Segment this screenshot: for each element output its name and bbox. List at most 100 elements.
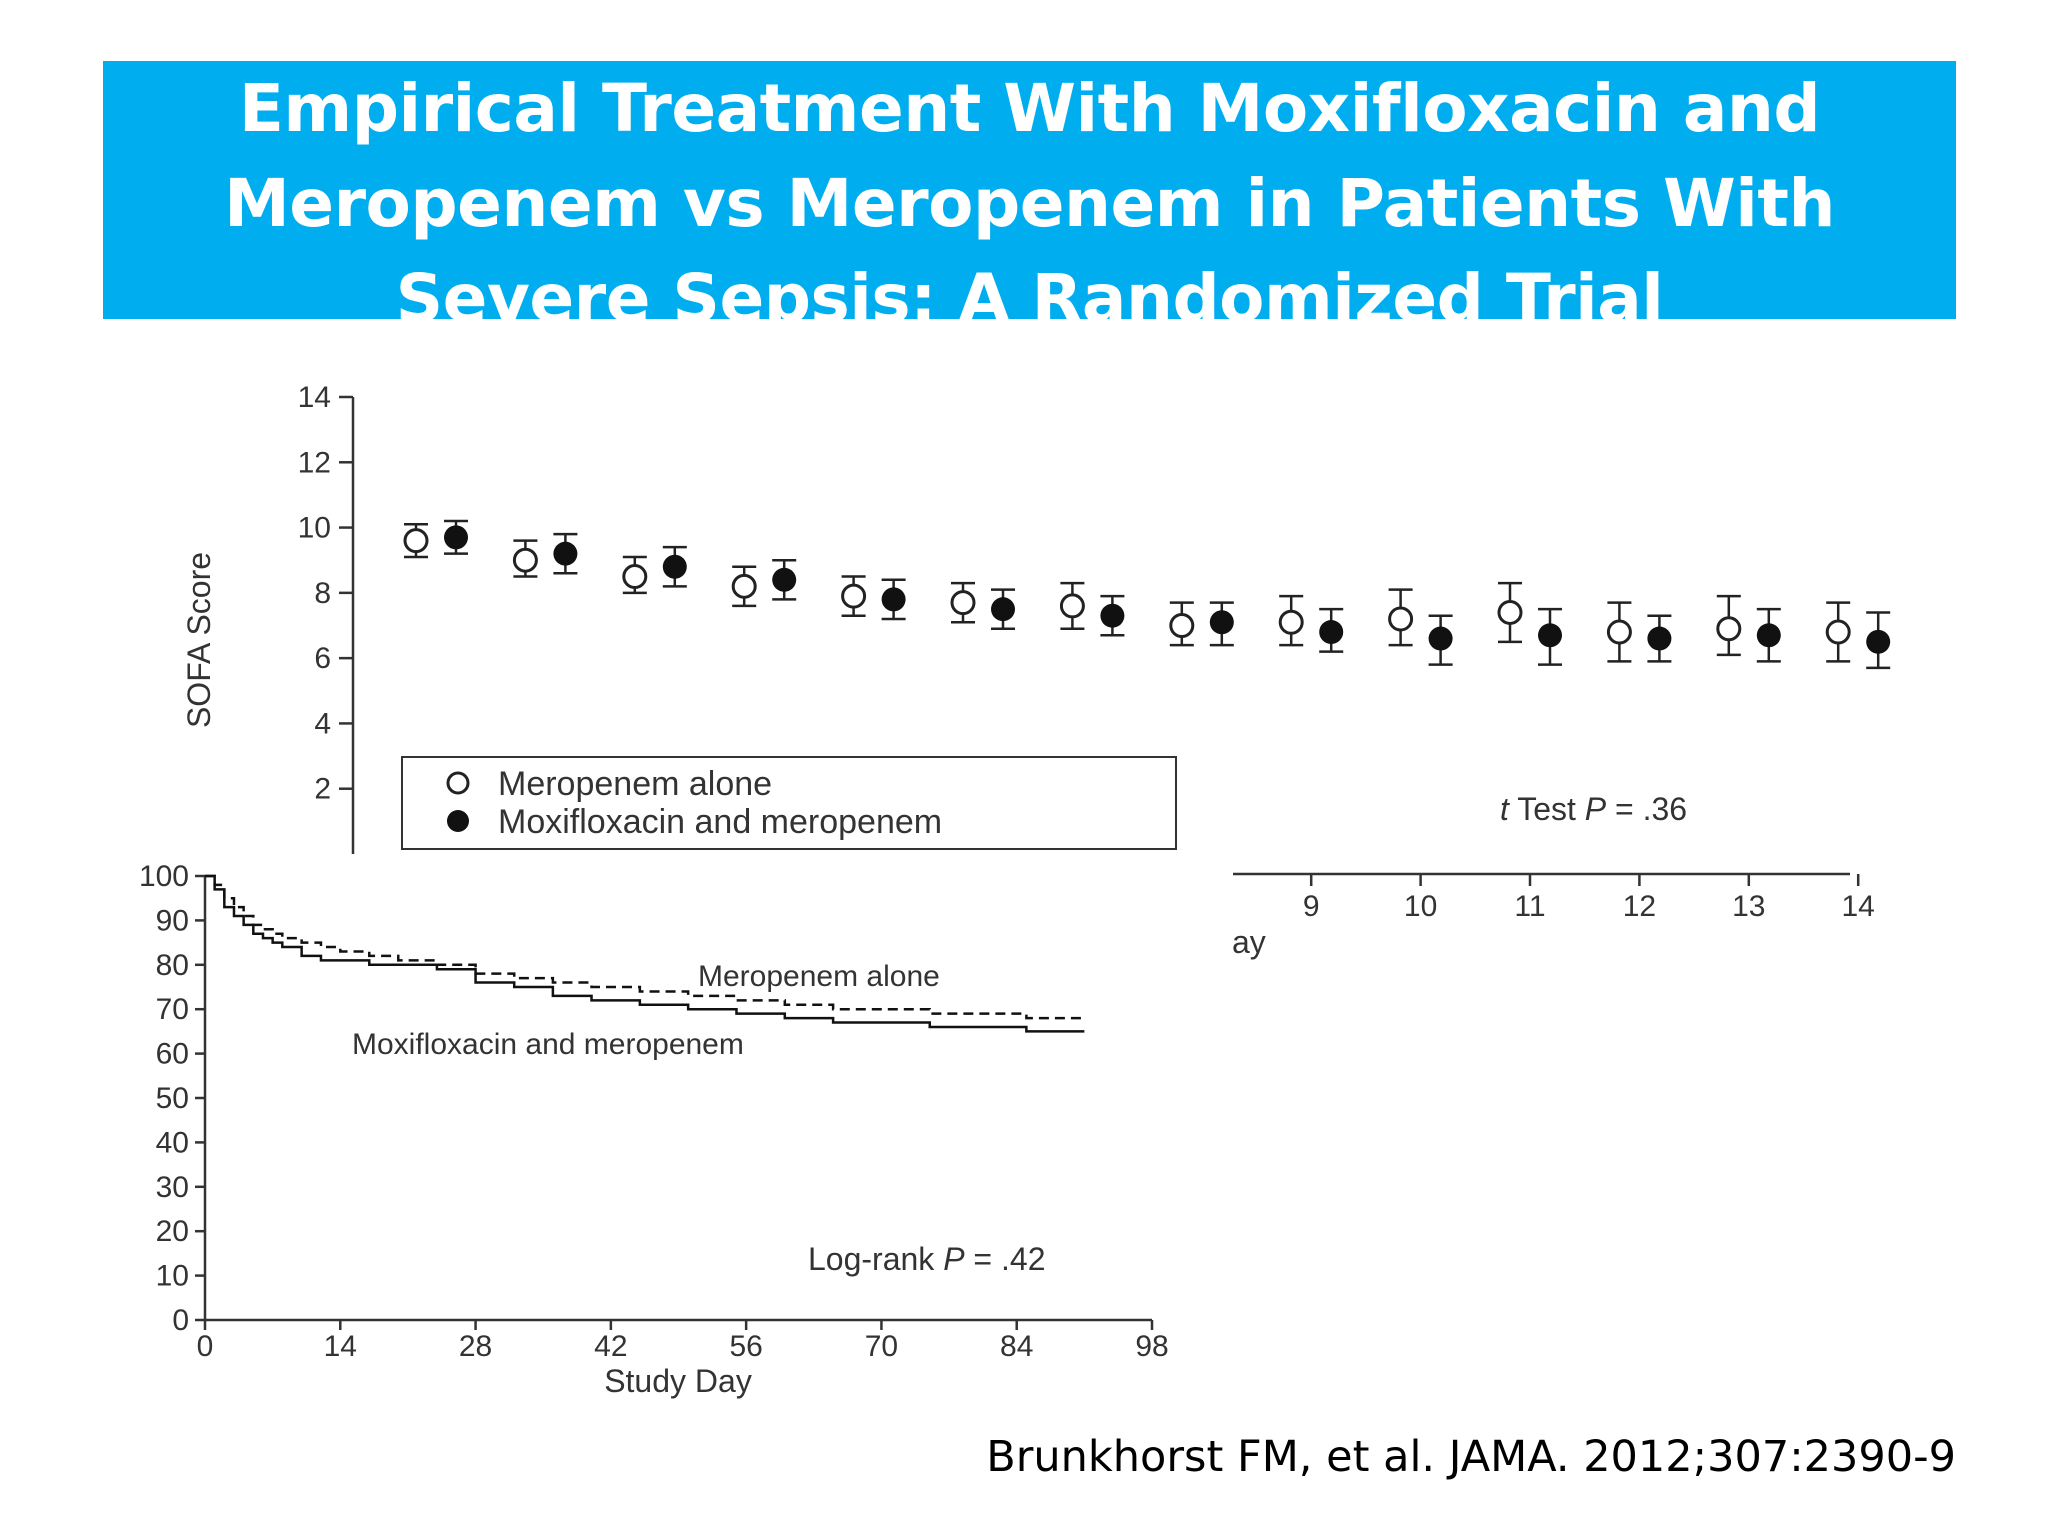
survival-lines <box>205 874 1085 1033</box>
survival-log-rank-annotation: Log-rank P = .42 <box>808 1241 1045 1277</box>
meropenem-alone-point <box>1716 594 1742 657</box>
filled-circle-marker <box>1866 629 1891 654</box>
sofa-y-tick-label: 10 <box>298 512 331 545</box>
t-test-p: P <box>1585 791 1607 827</box>
sofa-x-tick-label: 14 <box>1842 890 1875 923</box>
log-rank-p: P <box>943 1241 965 1277</box>
moxifloxacin-meropenem-point <box>1647 614 1672 663</box>
sofa-y-tick-label: 4 <box>314 707 331 740</box>
sofa-y-tick-label: 8 <box>314 577 331 610</box>
sofa-x-tick-label: 10 <box>1404 890 1437 923</box>
legend-filled-circle-icon <box>447 810 469 832</box>
survival-y-tick-label: 100 <box>139 860 189 893</box>
filled-circle-marker <box>553 541 578 566</box>
filled-circle-marker <box>881 587 906 612</box>
filled-circle-marker <box>1209 610 1234 635</box>
t-test-t: t <box>1500 791 1510 827</box>
survival-y-axis: 0 10 20 30 40 50 60 70 80 90 100 <box>139 860 207 1337</box>
filled-circle-marker <box>444 525 468 550</box>
filled-circle-marker <box>772 567 797 592</box>
survival-chart: 0 10 20 30 40 50 60 70 80 90 100 0 14 28 42 56 70 84 98 S… <box>108 860 1233 1412</box>
open-circle-marker <box>1059 593 1085 619</box>
open-circle-marker <box>1388 606 1414 632</box>
moxifloxacin-meropenem-point <box>1428 614 1453 666</box>
survival-y-tick-label: 70 <box>156 993 189 1026</box>
moxifloxacin-meropenem-survival-line <box>205 874 1085 1033</box>
meropenem-alone-point <box>622 555 648 595</box>
sofa-x-axis-label-fragment: ay <box>1232 924 1266 960</box>
survival-x-tick-label: 56 <box>729 1330 762 1363</box>
meropenem-alone-point <box>1278 594 1304 647</box>
open-circle-marker <box>1497 599 1523 625</box>
moxifloxacin-meropenem-point <box>1100 594 1125 637</box>
meropenem-alone-point <box>950 581 976 624</box>
filled-circle-marker <box>1100 603 1125 628</box>
meropenem-alone-point <box>841 575 867 617</box>
moxifloxacin-meropenem-point <box>1209 601 1234 647</box>
sofa-x-tick-label: 12 <box>1623 890 1656 923</box>
meropenem-alone-point <box>1059 581 1085 631</box>
sofa-y-axis: 2 4 6 8 10 12 14 <box>298 381 355 854</box>
survival-y-tick-label: 90 <box>156 904 189 937</box>
sofa-y-axis-label: SOFA Score <box>181 552 217 728</box>
survival-label-meropenem-alone: Meropenem alone <box>698 960 940 993</box>
survival-x-tick-label: 70 <box>865 1330 898 1363</box>
survival-x-tick-label: 28 <box>459 1330 492 1363</box>
moxifloxacin-meropenem-point <box>1756 607 1781 663</box>
moxifloxacin-meropenem-point <box>991 588 1015 631</box>
filled-circle-marker <box>1647 626 1672 651</box>
survival-x-tick-label: 84 <box>1000 1330 1033 1363</box>
open-circle-marker <box>1716 616 1742 642</box>
survival-x-axis: 0 14 28 42 56 70 84 98 <box>197 1318 1169 1363</box>
open-circle-marker <box>403 528 429 554</box>
sofa-y-tick-label: 6 <box>314 642 331 675</box>
filled-circle-marker <box>1428 626 1453 651</box>
survival-y-tick-label: 40 <box>156 1126 189 1159</box>
open-circle-marker <box>1606 619 1632 645</box>
survival-y-tick-label: 20 <box>156 1215 189 1248</box>
survival-x-axis-label: Study Day <box>604 1363 752 1399</box>
survival-y-tick-label: 60 <box>156 1038 189 1071</box>
meropenem-alone-point <box>1388 588 1414 647</box>
moxifloxacin-meropenem-point <box>553 532 578 575</box>
meropenem-alone-point <box>1825 601 1851 663</box>
sofa-x-axis: 9 10 11 12 13 14 <box>1232 872 1875 923</box>
meropenem-alone-point <box>1497 581 1523 644</box>
moxifloxacin-meropenem-point <box>444 519 468 555</box>
meropenem-alone-point <box>1169 601 1195 647</box>
sofa-score-chart: 2 4 6 8 10 12 14 9 10 11 12 13 14 SOFA Score ay Mer… <box>181 381 1891 960</box>
moxifloxacin-meropenem-point <box>772 558 797 601</box>
open-circle-marker <box>622 564 648 590</box>
meropenem-alone-point <box>731 565 757 608</box>
legend-meropenem-alone: Meropenem alone <box>498 765 772 803</box>
filled-circle-marker <box>991 597 1015 622</box>
sofa-legend-box <box>401 756 1177 850</box>
sofa-y-tick-label: 14 <box>298 381 331 414</box>
log-rank-value: = .42 <box>965 1241 1046 1277</box>
survival-y-tick-label: 10 <box>156 1260 189 1293</box>
open-circle-marker <box>1278 609 1304 635</box>
t-test-word: Test <box>1509 791 1585 827</box>
moxifloxacin-meropenem-point <box>1538 607 1562 666</box>
sofa-data-points <box>403 519 1891 670</box>
moxifloxacin-meropenem-point <box>1866 611 1891 670</box>
sofa-x-tick-label: 9 <box>1303 890 1320 923</box>
meropenem-alone-point <box>512 539 538 578</box>
t-test-value: = .36 <box>1606 791 1687 827</box>
survival-x-tick-label: 0 <box>197 1330 214 1363</box>
log-rank-word: Log-rank <box>808 1241 943 1277</box>
filled-circle-marker <box>1538 623 1562 648</box>
sofa-y-tick-label: 2 <box>314 773 331 806</box>
survival-y-tick-label: 50 <box>156 1082 189 1115</box>
survival-y-tick-label: 0 <box>172 1304 189 1337</box>
citation: Brunkhorst FM, et al. JAMA. 2012;307:239… <box>986 1432 1956 1482</box>
open-circle-marker <box>731 573 757 599</box>
moxifloxacin-meropenem-point <box>662 545 687 588</box>
survival-x-tick-label: 98 <box>1135 1330 1168 1363</box>
open-circle-marker <box>950 590 976 616</box>
legend-open-circle-icon <box>446 771 470 795</box>
survival-y-tick-label: 30 <box>156 1171 189 1204</box>
sofa-t-test-annotation: t Test P = .36 <box>1500 791 1687 827</box>
title-banner: Empirical Treatment With Moxifloxacin an… <box>103 61 1956 319</box>
